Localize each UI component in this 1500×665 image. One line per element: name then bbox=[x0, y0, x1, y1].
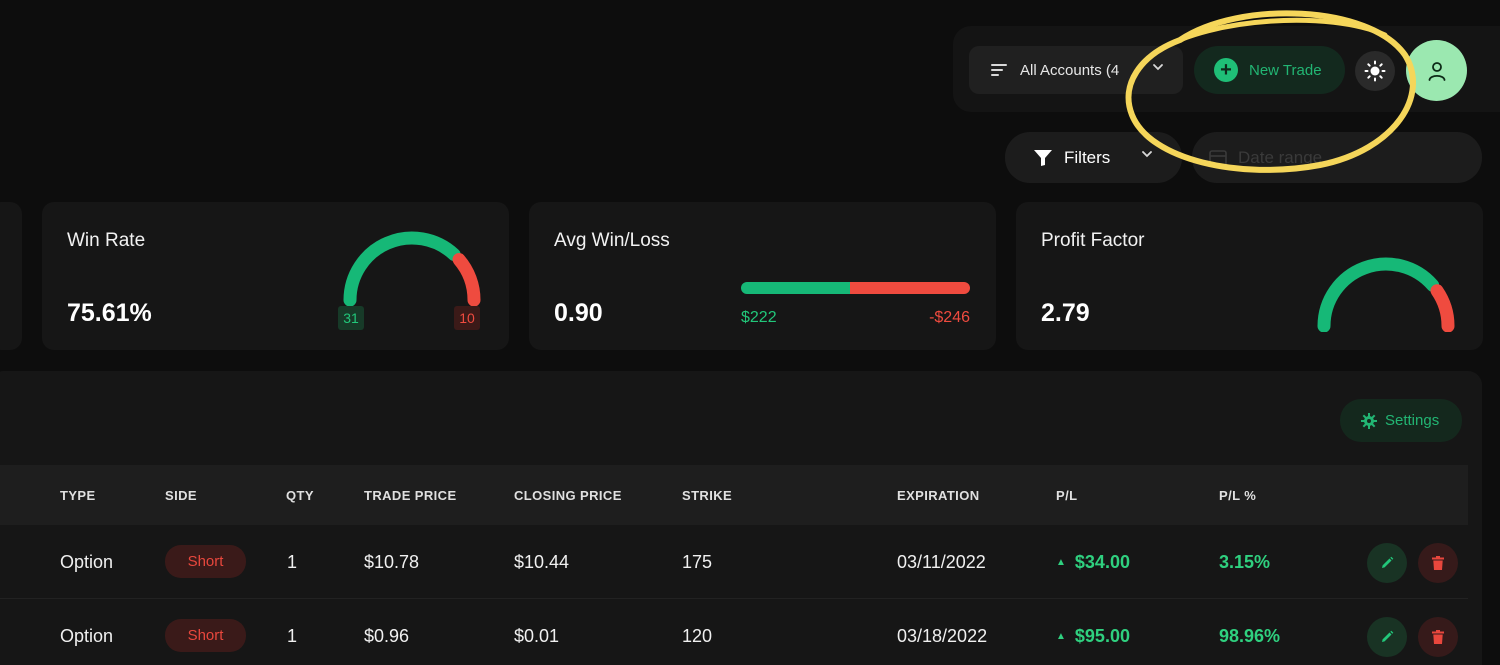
trash-icon bbox=[1432, 630, 1444, 644]
calendar-icon bbox=[1209, 149, 1227, 167]
gear-icon bbox=[1361, 412, 1377, 429]
table-header: TYPE SIDE QTY TRADE PRICE CLOSING PRICE … bbox=[0, 465, 1468, 525]
new-trade-label: New Trade bbox=[1249, 61, 1322, 79]
column-header-type[interactable]: TYPE bbox=[60, 488, 96, 503]
avg-loss-amount: -$246 bbox=[929, 309, 970, 326]
user-avatar-button[interactable] bbox=[1406, 40, 1467, 101]
column-header-pl[interactable]: P/L bbox=[1056, 488, 1078, 503]
column-header-strike[interactable]: STRIKE bbox=[682, 488, 733, 503]
stat-card-partial bbox=[0, 202, 22, 350]
cell-qty: 1 bbox=[287, 552, 298, 572]
wins-count-badge: 31 bbox=[338, 306, 364, 330]
cell-trade-price: $0.96 bbox=[364, 626, 410, 646]
side-badge: Short bbox=[165, 545, 246, 578]
column-header-pl-pct[interactable]: P/L % bbox=[1219, 488, 1257, 503]
filters-label: Filters bbox=[1064, 147, 1111, 167]
pl-value: $95.00 bbox=[1074, 626, 1130, 646]
cell-qty: 1 bbox=[287, 626, 298, 646]
column-header-qty[interactable]: QTY bbox=[286, 488, 314, 503]
win-rate-title: Win Rate bbox=[67, 230, 146, 251]
side-badge: Short bbox=[165, 619, 246, 652]
menu-lines-icon bbox=[991, 61, 1007, 79]
column-header-closing-price[interactable]: CLOSING PRICE bbox=[514, 488, 622, 503]
win-rate-card: Win Rate 75.61% 31 10 bbox=[42, 202, 509, 350]
cell-expiration: 03/18/2022 bbox=[897, 626, 988, 646]
avg-win-segment bbox=[741, 282, 850, 294]
pencil-icon bbox=[1382, 630, 1394, 642]
accounts-label: All Accounts (4 bbox=[1020, 61, 1120, 79]
cell-strike: 175 bbox=[682, 552, 713, 572]
triangle-up-icon: ▲ bbox=[1056, 557, 1066, 568]
funnel-icon bbox=[1034, 149, 1052, 166]
delete-trade-button[interactable] bbox=[1418, 543, 1458, 583]
avg-win-loss-title: Avg Win/Loss bbox=[554, 230, 670, 251]
table-settings-button[interactable]: Settings bbox=[1340, 399, 1462, 442]
profit-factor-value: 2.79 bbox=[1041, 299, 1090, 327]
date-range-picker[interactable] bbox=[1192, 132, 1482, 183]
profit-factor-gauge bbox=[1317, 257, 1455, 332]
pencil-icon bbox=[1382, 556, 1394, 568]
cell-pl: ▲ $95.00 bbox=[1056, 626, 1130, 647]
new-trade-button[interactable]: + New Trade bbox=[1194, 46, 1345, 94]
column-header-expiration[interactable]: EXPIRATION bbox=[897, 488, 980, 503]
column-header-trade-price[interactable]: TRADE PRICE bbox=[364, 488, 457, 503]
user-icon bbox=[1428, 61, 1445, 81]
table-row[interactable]: Option Short 1 $10.78 $10.44 175 03/11/2… bbox=[0, 525, 1468, 599]
accounts-selector[interactable]: All Accounts (4 bbox=[969, 46, 1183, 94]
avg-win-loss-value: 0.90 bbox=[554, 299, 603, 327]
cell-trade-price: $10.78 bbox=[364, 552, 420, 572]
delete-trade-button[interactable] bbox=[1418, 617, 1458, 657]
avg-win-amount: $222 bbox=[741, 309, 777, 326]
date-range-input[interactable] bbox=[1238, 147, 1438, 168]
avg-loss-segment bbox=[849, 282, 970, 294]
filters-dropdown[interactable]: Filters bbox=[1005, 132, 1182, 183]
cell-type: Option bbox=[60, 626, 114, 646]
triangle-up-icon: ▲ bbox=[1056, 631, 1066, 642]
profit-factor-title: Profit Factor bbox=[1041, 230, 1145, 251]
cell-strike: 120 bbox=[682, 626, 713, 646]
table-row[interactable]: Option Short 1 $0.96 $0.01 120 03/18/202… bbox=[0, 599, 1468, 665]
chevron-down-icon bbox=[1140, 147, 1154, 164]
win-rate-value: 75.61% bbox=[67, 299, 152, 327]
chevron-down-icon bbox=[1151, 60, 1165, 77]
edit-trade-button[interactable] bbox=[1367, 543, 1407, 583]
pl-value: $34.00 bbox=[1074, 552, 1130, 572]
losses-count-badge: 10 bbox=[454, 306, 480, 330]
plus-circle-icon: + bbox=[1214, 58, 1238, 82]
edit-trade-button[interactable] bbox=[1367, 617, 1407, 657]
profit-factor-card: Profit Factor 2.79 bbox=[1016, 202, 1483, 350]
cell-pl: ▲ $34.00 bbox=[1056, 552, 1130, 573]
cell-type: Option bbox=[60, 552, 114, 572]
column-header-side[interactable]: SIDE bbox=[165, 488, 197, 503]
cell-pl-pct: 3.15% bbox=[1219, 552, 1271, 572]
win-rate-gauge bbox=[343, 231, 481, 306]
avg-win-loss-card: Avg Win/Loss 0.90 $222 -$246 bbox=[529, 202, 996, 350]
avg-win-loss-bar bbox=[741, 282, 970, 294]
cell-closing-price: $0.01 bbox=[514, 626, 560, 646]
sun-icon bbox=[1364, 60, 1386, 82]
cell-expiration: 03/11/2022 bbox=[897, 552, 986, 572]
settings-label: Settings bbox=[1385, 412, 1440, 429]
trash-icon bbox=[1432, 556, 1444, 570]
cell-closing-price: $10.44 bbox=[514, 552, 570, 572]
cell-pl-pct: 98.96% bbox=[1219, 626, 1281, 646]
theme-toggle-button[interactable] bbox=[1355, 51, 1395, 91]
